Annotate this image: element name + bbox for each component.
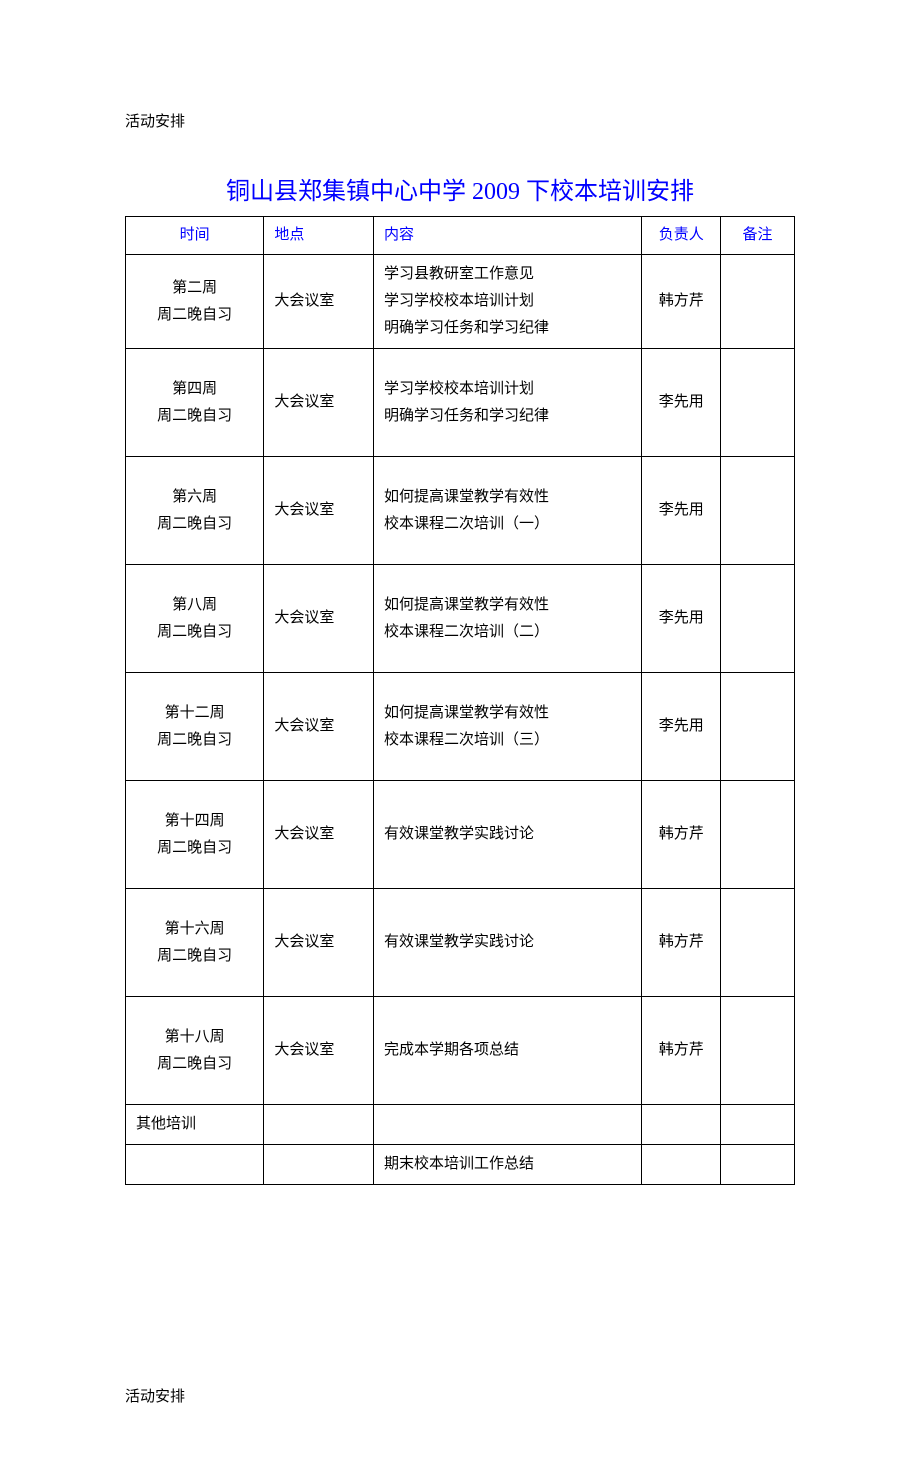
cell-person: 韩方芹 [642,255,721,349]
table-row: 第八周周二晚自习大会议室如何提高课堂教学有效性校本课程二次培训（二）李先用 [126,565,795,673]
cell-note [721,997,795,1105]
cell-person: 韩方芹 [642,997,721,1105]
footer-label: 活动安排 [125,1385,795,1406]
schedule-table: 时间 地点 内容 负责人 备注 第二周周二晚自习大会议室学习县教研室工作意见学习… [125,216,795,1185]
cell-time: 第六周周二晚自习 [126,457,264,565]
table-row: 第二周周二晚自习大会议室学习县教研室工作意见学习学校校本培训计划明确学习任务和学… [126,255,795,349]
cell-content: 期末校本培训工作总结 [374,1145,642,1185]
cell-note [721,673,795,781]
cell-person [642,1105,721,1145]
cell-place: 大会议室 [264,997,374,1105]
cell-time: 第四周周二晚自习 [126,349,264,457]
cell-time: 第十六周周二晚自习 [126,889,264,997]
table-row: 第十四周周二晚自习大会议室有效课堂教学实践讨论韩方芹 [126,781,795,889]
cell-time: 第八周周二晚自习 [126,565,264,673]
col-header-content: 内容 [374,217,642,255]
table-row: 第四周周二晚自习大会议室学习学校校本培训计划明确学习任务和学习纪律李先用 [126,349,795,457]
cell-note [721,1105,795,1145]
cell-note [721,255,795,349]
cell-time [126,1145,264,1185]
cell-note [721,457,795,565]
table-row: 第十八周周二晚自习大会议室完成本学期各项总结韩方芹 [126,997,795,1105]
cell-time: 第十八周周二晚自习 [126,997,264,1105]
cell-person: 韩方芹 [642,889,721,997]
header-label: 活动安排 [125,110,795,131]
cell-person: 李先用 [642,673,721,781]
table-row: 第十二周周二晚自习大会议室如何提高课堂教学有效性校本课程二次培训（三）李先用 [126,673,795,781]
page-title: 铜山县郑集镇中心中学 2009 下校本培训安排 [125,171,795,206]
cell-content: 如何提高课堂教学有效性校本课程二次培训（一） [374,457,642,565]
cell-note [721,1145,795,1185]
cell-person: 李先用 [642,457,721,565]
cell-content [374,1105,642,1145]
cell-place: 大会议室 [264,565,374,673]
cell-time: 第十二周周二晚自习 [126,673,264,781]
cell-note [721,349,795,457]
col-header-person: 负责人 [642,217,721,255]
table-header-row: 时间 地点 内容 负责人 备注 [126,217,795,255]
cell-note [721,889,795,997]
cell-content: 有效课堂教学实践讨论 [374,781,642,889]
cell-content: 如何提高课堂教学有效性校本课程二次培训（三） [374,673,642,781]
cell-content: 如何提高课堂教学有效性校本课程二次培训（二） [374,565,642,673]
cell-place: 大会议室 [264,889,374,997]
col-header-note: 备注 [721,217,795,255]
table-row: 第六周周二晚自习大会议室如何提高课堂教学有效性校本课程二次培训（一）李先用 [126,457,795,565]
cell-person: 李先用 [642,565,721,673]
cell-content: 学习学校校本培训计划明确学习任务和学习纪律 [374,349,642,457]
table-row: 第十六周周二晚自习大会议室有效课堂教学实践讨论韩方芹 [126,889,795,997]
cell-time: 其他培训 [126,1105,264,1145]
cell-note [721,781,795,889]
cell-place: 大会议室 [264,673,374,781]
cell-time: 第二周周二晚自习 [126,255,264,349]
cell-time: 第十四周周二晚自习 [126,781,264,889]
cell-place: 大会议室 [264,457,374,565]
cell-content: 完成本学期各项总结 [374,997,642,1105]
col-header-place: 地点 [264,217,374,255]
cell-note [721,565,795,673]
cell-person [642,1145,721,1185]
cell-place [264,1105,374,1145]
cell-place: 大会议室 [264,349,374,457]
cell-content: 有效课堂教学实践讨论 [374,889,642,997]
cell-person: 韩方芹 [642,781,721,889]
cell-place: 大会议室 [264,255,374,349]
table-row: 其他培训 [126,1105,795,1145]
col-header-time: 时间 [126,217,264,255]
table-body: 第二周周二晚自习大会议室学习县教研室工作意见学习学校校本培训计划明确学习任务和学… [126,255,795,1185]
cell-person: 李先用 [642,349,721,457]
cell-place [264,1145,374,1185]
table-row: 期末校本培训工作总结 [126,1145,795,1185]
cell-place: 大会议室 [264,781,374,889]
cell-content: 学习县教研室工作意见学习学校校本培训计划明确学习任务和学习纪律 [374,255,642,349]
